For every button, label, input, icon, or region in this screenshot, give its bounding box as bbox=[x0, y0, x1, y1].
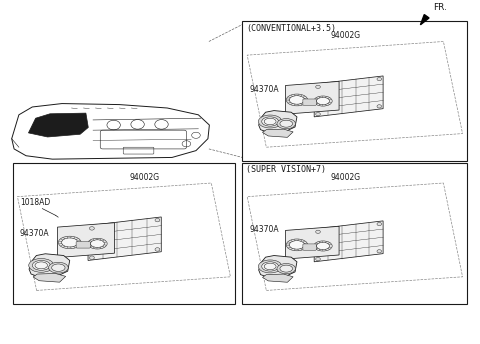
Ellipse shape bbox=[277, 119, 296, 129]
Ellipse shape bbox=[91, 240, 104, 247]
Circle shape bbox=[377, 222, 382, 226]
Ellipse shape bbox=[289, 241, 305, 249]
Ellipse shape bbox=[316, 97, 329, 105]
Text: 94002G: 94002G bbox=[330, 31, 360, 40]
Ellipse shape bbox=[280, 120, 292, 127]
Text: 1018AD: 1018AD bbox=[20, 198, 50, 207]
Text: 94002G: 94002G bbox=[330, 173, 360, 182]
Polygon shape bbox=[286, 226, 339, 259]
Circle shape bbox=[377, 77, 382, 81]
Circle shape bbox=[377, 250, 382, 253]
Ellipse shape bbox=[316, 243, 329, 249]
Ellipse shape bbox=[262, 117, 278, 126]
Ellipse shape bbox=[29, 258, 54, 272]
Ellipse shape bbox=[61, 238, 78, 247]
Polygon shape bbox=[28, 113, 88, 137]
Ellipse shape bbox=[264, 118, 276, 125]
Ellipse shape bbox=[258, 260, 282, 273]
Polygon shape bbox=[58, 223, 115, 258]
Polygon shape bbox=[314, 221, 383, 262]
Text: 94370A: 94370A bbox=[250, 85, 279, 94]
FancyBboxPatch shape bbox=[303, 99, 316, 105]
Polygon shape bbox=[33, 273, 66, 282]
Ellipse shape bbox=[280, 265, 292, 272]
Bar bbox=[242, 21, 468, 161]
Polygon shape bbox=[259, 110, 297, 133]
Text: 94370A: 94370A bbox=[250, 225, 279, 234]
Polygon shape bbox=[420, 14, 429, 25]
Ellipse shape bbox=[289, 96, 305, 104]
Circle shape bbox=[316, 257, 320, 261]
Text: FR.: FR. bbox=[433, 3, 447, 12]
Text: (CONVENTIONAL+3.5): (CONVENTIONAL+3.5) bbox=[246, 24, 336, 33]
Circle shape bbox=[316, 230, 320, 234]
Text: 94370A: 94370A bbox=[20, 228, 49, 238]
Polygon shape bbox=[263, 274, 293, 282]
Circle shape bbox=[89, 227, 94, 230]
Polygon shape bbox=[314, 76, 383, 117]
Ellipse shape bbox=[264, 263, 276, 270]
Ellipse shape bbox=[88, 238, 107, 249]
Polygon shape bbox=[88, 217, 161, 260]
FancyBboxPatch shape bbox=[76, 241, 90, 248]
Circle shape bbox=[155, 218, 160, 222]
Polygon shape bbox=[259, 256, 297, 278]
Ellipse shape bbox=[35, 262, 48, 269]
Ellipse shape bbox=[52, 264, 65, 271]
Text: (SUPER VISION+7): (SUPER VISION+7) bbox=[246, 165, 326, 174]
Polygon shape bbox=[286, 82, 339, 114]
Circle shape bbox=[377, 105, 382, 108]
Ellipse shape bbox=[258, 115, 282, 128]
Ellipse shape bbox=[277, 264, 296, 274]
Ellipse shape bbox=[286, 239, 308, 251]
Bar bbox=[242, 163, 468, 304]
FancyBboxPatch shape bbox=[303, 244, 316, 250]
Ellipse shape bbox=[286, 94, 308, 106]
Polygon shape bbox=[29, 254, 70, 278]
Circle shape bbox=[155, 248, 160, 251]
Ellipse shape bbox=[314, 96, 332, 106]
Circle shape bbox=[316, 112, 320, 116]
Ellipse shape bbox=[262, 262, 278, 271]
Ellipse shape bbox=[32, 260, 50, 270]
Circle shape bbox=[316, 85, 320, 88]
Ellipse shape bbox=[59, 236, 81, 249]
Bar bbox=[12, 163, 235, 304]
Ellipse shape bbox=[48, 262, 68, 273]
Text: 94002G: 94002G bbox=[129, 173, 159, 182]
Circle shape bbox=[89, 256, 94, 259]
Ellipse shape bbox=[314, 241, 332, 251]
Polygon shape bbox=[263, 129, 293, 137]
